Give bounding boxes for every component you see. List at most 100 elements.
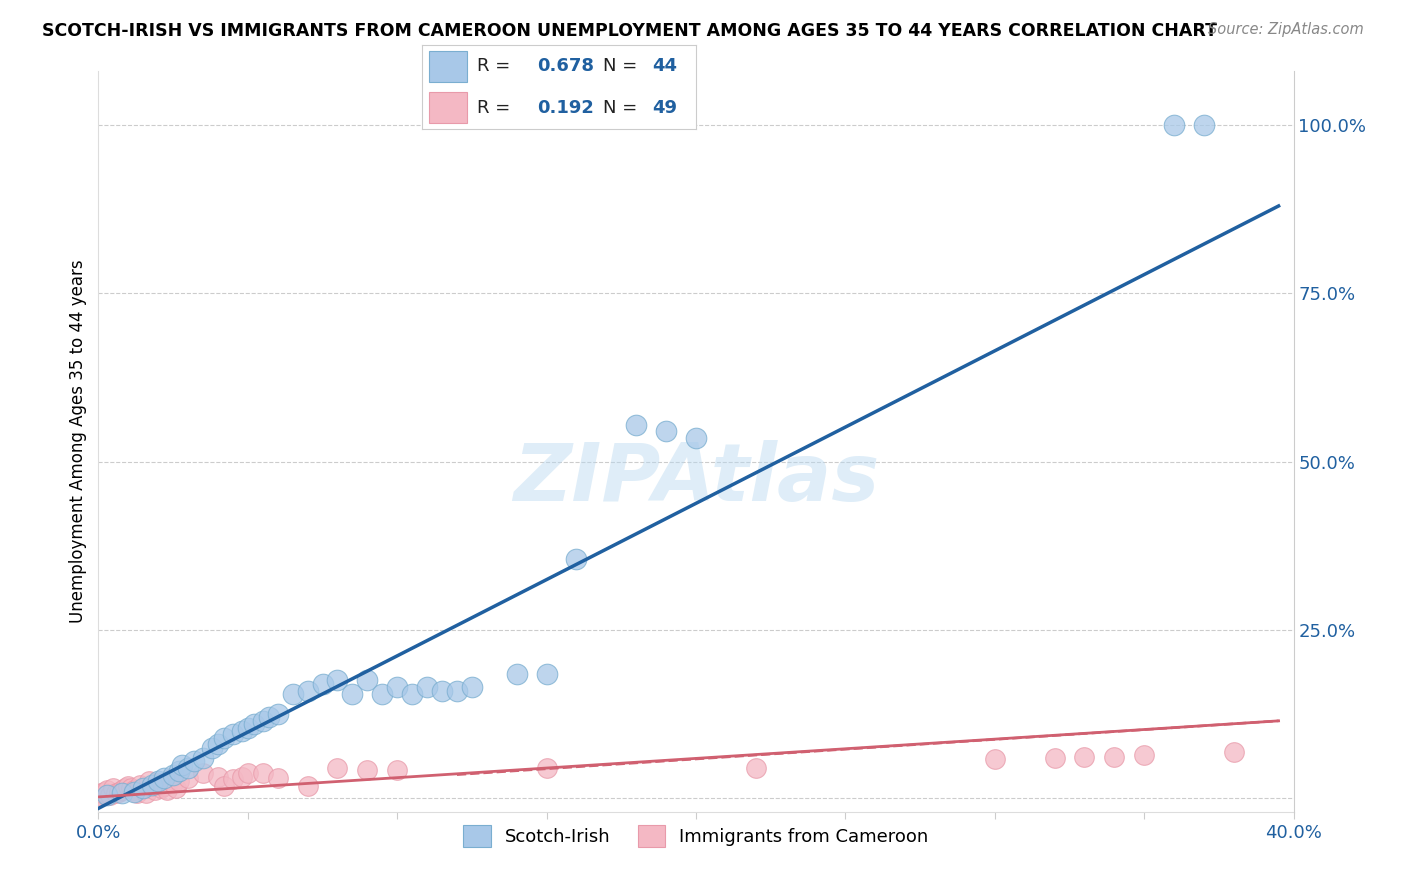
Point (745, 761, 768, 775)
Point (150, 781, 173, 796)
Point (231, 723, 253, 738)
Point (138, 774, 160, 789)
Point (243, 717, 266, 731)
Point (342, 687, 364, 701)
Point (252, 714, 274, 728)
FancyBboxPatch shape (429, 92, 467, 122)
Point (416, 680, 439, 694)
Point (143, 783, 166, 797)
Point (135, 786, 157, 800)
Text: 0.192: 0.192 (537, 99, 593, 117)
Point (257, 710, 280, 724)
Point (153, 771, 176, 785)
Point (165, 781, 187, 796)
Point (1163, 118, 1185, 132)
Point (148, 774, 170, 789)
Point (177, 771, 200, 785)
Point (111, 783, 134, 797)
Point (297, 779, 319, 793)
Text: 44: 44 (652, 57, 678, 75)
Point (96, 788, 118, 802)
Point (153, 779, 176, 793)
Point (565, 552, 588, 566)
Point (536, 666, 558, 681)
Point (1192, 118, 1215, 132)
Point (430, 683, 453, 698)
Text: Source: ZipAtlas.com: Source: ZipAtlas.com (1208, 22, 1364, 37)
Point (148, 776, 170, 790)
Point (212, 731, 235, 745)
Point (105, 786, 128, 800)
Point (446, 683, 468, 698)
Point (356, 763, 378, 777)
Point (114, 781, 136, 796)
Point (183, 754, 205, 768)
Text: N =: N = (603, 57, 643, 75)
Point (191, 751, 214, 765)
Point (127, 786, 149, 800)
Point (201, 740, 224, 755)
Point (222, 772, 245, 787)
Point (626, 417, 648, 432)
Text: 49: 49 (652, 99, 678, 117)
Point (281, 687, 304, 701)
Point (655, 425, 678, 439)
Y-axis label: Unemployment Among Ages 35 to 44 years: Unemployment Among Ages 35 to 44 years (69, 260, 87, 624)
Point (120, 781, 142, 796)
Point (267, 707, 290, 722)
Legend: Scotch-Irish, Immigrants from Cameroon: Scotch-Irish, Immigrants from Cameroon (456, 818, 936, 855)
Point (98, 788, 122, 802)
Point (984, 752, 1007, 766)
Point (385, 680, 409, 694)
Point (141, 778, 163, 792)
Point (1073, 749, 1095, 764)
Text: R =: R = (477, 57, 516, 75)
Point (162, 776, 184, 790)
Point (132, 781, 155, 796)
Point (536, 761, 558, 775)
Point (222, 727, 245, 741)
Point (93, 784, 115, 798)
Point (236, 721, 259, 735)
Point (124, 783, 146, 797)
Point (1223, 746, 1246, 760)
Point (156, 783, 179, 797)
Text: 0.678: 0.678 (537, 57, 593, 75)
Point (1133, 747, 1156, 762)
Point (124, 784, 146, 798)
Point (461, 680, 484, 694)
Point (90, 786, 112, 800)
Point (311, 677, 333, 691)
Text: SCOTCH-IRISH VS IMMIGRANTS FROM CAMEROON UNEMPLOYMENT AMONG AGES 35 TO 44 YEARS : SCOTCH-IRISH VS IMMIGRANTS FROM CAMEROON… (42, 22, 1218, 40)
Point (212, 779, 235, 793)
Point (356, 673, 378, 688)
Point (141, 779, 163, 793)
Point (132, 781, 155, 796)
Point (267, 771, 290, 785)
Point (371, 687, 394, 701)
Point (162, 767, 184, 781)
Point (167, 764, 190, 779)
Point (326, 673, 349, 688)
Point (96, 783, 118, 797)
Point (252, 765, 274, 780)
Point (385, 763, 409, 777)
Point (159, 772, 181, 787)
Point (191, 765, 214, 780)
Point (1104, 749, 1126, 764)
Text: ZIPAtlas: ZIPAtlas (513, 440, 879, 517)
Point (87, 788, 110, 802)
Point (236, 765, 259, 780)
Point (401, 687, 423, 701)
Point (297, 683, 319, 698)
Point (177, 761, 200, 775)
Point (172, 757, 194, 772)
Point (108, 784, 131, 798)
Point (326, 761, 349, 775)
Text: N =: N = (603, 99, 643, 117)
Point (103, 781, 125, 796)
Point (231, 770, 253, 784)
Point (506, 666, 529, 681)
FancyBboxPatch shape (429, 52, 467, 82)
Point (207, 738, 229, 752)
